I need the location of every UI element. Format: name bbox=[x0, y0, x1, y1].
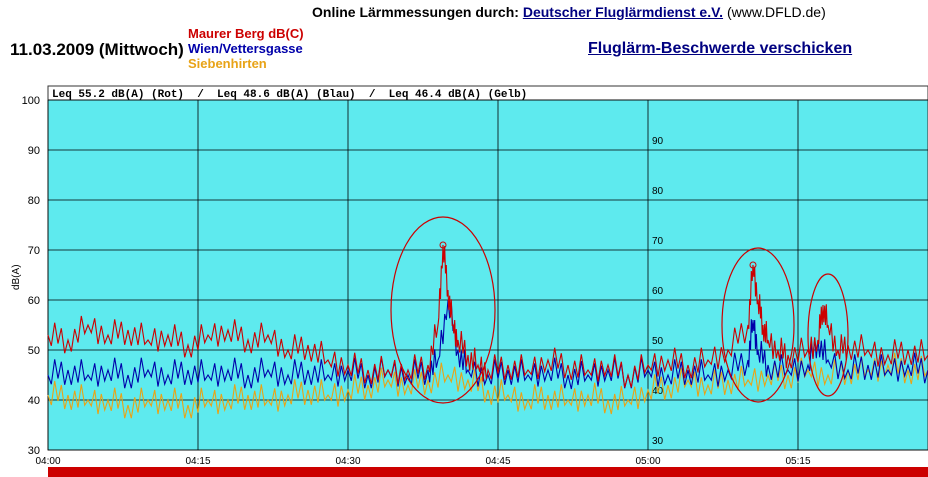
y-tick-label: 90 bbox=[28, 145, 40, 157]
y-tick-label: 60 bbox=[28, 295, 40, 307]
date-label: 11.03.2009 (Mittwoch) bbox=[10, 40, 184, 59]
series-line-2 bbox=[47, 352, 928, 419]
legend-entry-yellow: Siebenhirten bbox=[188, 56, 267, 71]
highlight-ellipse bbox=[807, 273, 849, 397]
y-tick-label: 40 bbox=[28, 395, 40, 407]
y-axis: 100 90 80 70 60 50 40 30 bbox=[22, 95, 40, 457]
x-tick-label: 05:00 bbox=[635, 456, 660, 467]
complaint-link[interactable]: Fluglärm-Beschwerde verschicken bbox=[588, 40, 853, 57]
highlight-ellipse bbox=[721, 247, 795, 403]
x-tick-label: 04:15 bbox=[185, 456, 210, 467]
inner-y-tick-label: 90 bbox=[652, 136, 664, 147]
x-tick-label: 04:00 bbox=[35, 456, 60, 467]
y-tick-label: 100 bbox=[22, 95, 40, 107]
x-tick-label: 05:15 bbox=[785, 456, 810, 467]
page-header: Online Lärmmessungen durch: Deutscher Fl… bbox=[312, 4, 826, 20]
highlight-ellipse bbox=[390, 216, 496, 404]
legend-entry-red: Maurer Berg dB(C) bbox=[188, 26, 304, 41]
peak-marker bbox=[749, 261, 757, 269]
y-tick-label: 80 bbox=[28, 195, 40, 207]
x-axis: 04:00 04:15 04:30 04:45 05:00 05:15 bbox=[35, 456, 810, 467]
y-tick-label: 30 bbox=[28, 445, 40, 457]
y-axis-label: dB(A) bbox=[11, 264, 22, 290]
x-tick-label: 04:45 bbox=[485, 456, 510, 467]
inner-y-tick-label: 50 bbox=[652, 336, 664, 347]
inner-y-tick-label: 70 bbox=[652, 236, 664, 247]
y-tick-label: 70 bbox=[28, 245, 40, 257]
y-tick-label: 50 bbox=[28, 345, 40, 357]
inner-y-tick-label: 30 bbox=[652, 436, 664, 447]
timeline-bar bbox=[48, 467, 928, 477]
highlight-circles bbox=[390, 216, 849, 404]
chart-legend: Maurer Berg dB(C) Wien/Vettersgasse Sieb… bbox=[188, 26, 304, 71]
dfld-url: (www.DFLD.de) bbox=[726, 4, 826, 20]
series-line-0 bbox=[47, 244, 928, 388]
leq-summary: Leq 55.2 dB(A) (Rot) / Leq 48.6 dB(A) (B… bbox=[52, 89, 527, 101]
x-tick-label: 04:30 bbox=[335, 456, 360, 467]
inner-y-tick-label: 80 bbox=[652, 186, 664, 197]
legend-entry-blue: Wien/Vettersgasse bbox=[188, 41, 303, 56]
inner-y-tick-label: 60 bbox=[652, 286, 664, 297]
header-title: Online Lärmmessungen durch: bbox=[312, 4, 519, 20]
peak-marker bbox=[439, 241, 447, 249]
dfld-link[interactable]: Deutscher Fluglärmdienst e.V. bbox=[522, 4, 724, 20]
